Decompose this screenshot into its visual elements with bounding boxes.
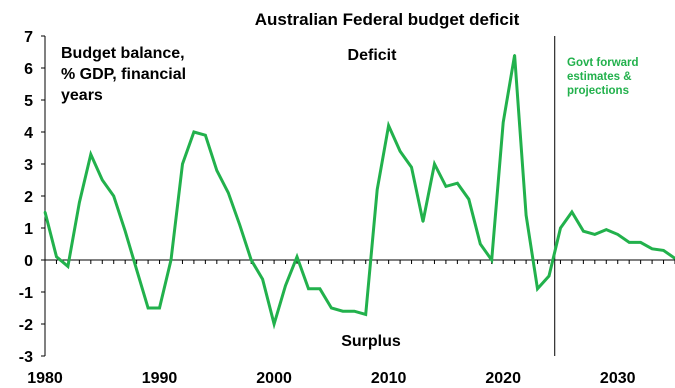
data-point — [250, 258, 253, 262]
data-point — [158, 306, 161, 310]
data-point — [284, 284, 287, 287]
data-point — [639, 241, 642, 244]
annotation-forecast: estimates & — [567, 71, 632, 83]
annotation-forecast: projections — [567, 85, 629, 97]
data-point — [536, 287, 539, 290]
data-point — [112, 194, 115, 198]
chart-title: Australian Federal budget deficit — [255, 10, 520, 29]
data-point — [662, 249, 665, 252]
x-tick-label: 2030 — [600, 370, 636, 387]
data-point — [55, 255, 58, 258]
data-point — [547, 274, 551, 278]
data-point — [238, 223, 241, 226]
data-point — [593, 233, 596, 236]
x-tick-label: 2020 — [485, 370, 521, 387]
x-tick-label: 1980 — [27, 370, 63, 387]
data-point — [650, 247, 654, 250]
data-point — [43, 210, 47, 214]
data-point — [124, 230, 127, 233]
data-point — [330, 306, 333, 310]
y-tick-label: 2 — [24, 189, 33, 206]
data-point — [135, 268, 138, 271]
data-point — [66, 265, 70, 268]
data-point — [444, 185, 448, 188]
data-point — [616, 233, 619, 236]
data-point — [215, 169, 218, 172]
data-point — [181, 162, 184, 166]
data-point — [467, 198, 470, 201]
x-tick-label: 2000 — [256, 370, 292, 387]
data-point — [353, 310, 356, 313]
annotation-deficit: Deficit — [348, 47, 398, 64]
data-point — [502, 121, 505, 124]
data-point — [456, 182, 459, 185]
y-tick-label: -2 — [19, 317, 33, 334]
data-point — [524, 214, 528, 217]
data-point — [513, 54, 516, 57]
data-point — [89, 153, 93, 156]
data-point — [559, 226, 562, 230]
data-point — [398, 150, 402, 153]
annotation-forecast: Govt forward — [567, 57, 639, 69]
data-point — [272, 322, 276, 326]
y-tick-label: 4 — [24, 125, 33, 142]
data-point — [227, 191, 230, 194]
data-point — [582, 230, 585, 233]
data-point — [169, 258, 173, 262]
data-point — [146, 306, 150, 310]
x-tick-label: 1990 — [142, 370, 178, 387]
data-point — [307, 287, 310, 290]
data-point — [410, 166, 413, 169]
data-point — [204, 134, 207, 137]
y-tick-label: 0 — [24, 253, 33, 270]
data-point — [261, 278, 264, 281]
data-point — [78, 201, 81, 204]
data-point — [570, 210, 574, 214]
data-point — [490, 258, 493, 262]
y-tick-label: 7 — [24, 29, 33, 46]
data-point — [318, 287, 322, 290]
data-point — [421, 220, 425, 223]
y-tick-label: 6 — [24, 61, 33, 78]
data-point — [387, 124, 390, 127]
data-point — [605, 228, 608, 231]
data-point — [295, 255, 299, 258]
deficit-series-line — [43, 54, 675, 330]
y-tick-label: 1 — [24, 221, 33, 238]
y-tick-label: -3 — [19, 349, 33, 366]
data-point — [364, 313, 367, 316]
data-point — [433, 162, 436, 166]
x-tick-label: 2010 — [371, 370, 407, 387]
data-point — [341, 310, 344, 313]
y-tick-label: 3 — [24, 157, 33, 174]
annotation-budget-balance: % GDP, financial — [61, 66, 186, 83]
annotation-budget-balance: years — [61, 87, 103, 104]
y-tick-label: -1 — [19, 285, 33, 302]
data-point — [101, 178, 104, 182]
data-point — [479, 242, 482, 246]
data-point — [628, 241, 631, 244]
y-tick-label: 5 — [24, 93, 33, 110]
data-point — [376, 188, 379, 191]
annotation-budget-balance: Budget balance, — [61, 45, 185, 62]
annotation-surplus: Surplus — [341, 333, 401, 350]
data-point — [192, 130, 196, 134]
